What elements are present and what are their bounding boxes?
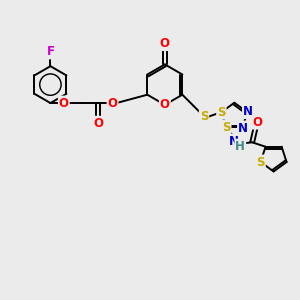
Text: S: S [200,110,208,123]
Text: O: O [253,116,262,129]
Text: O: O [59,97,69,110]
Text: O: O [93,117,103,130]
Text: N: N [243,105,253,118]
Text: N: N [230,135,239,148]
Text: O: O [107,97,118,110]
Text: O: O [160,98,170,111]
Text: N: N [238,122,248,135]
Text: S: S [256,155,265,169]
Text: H: H [236,140,245,153]
Text: F: F [46,45,54,58]
Text: S: S [222,121,231,134]
Text: S: S [217,106,226,119]
Text: O: O [160,37,170,50]
